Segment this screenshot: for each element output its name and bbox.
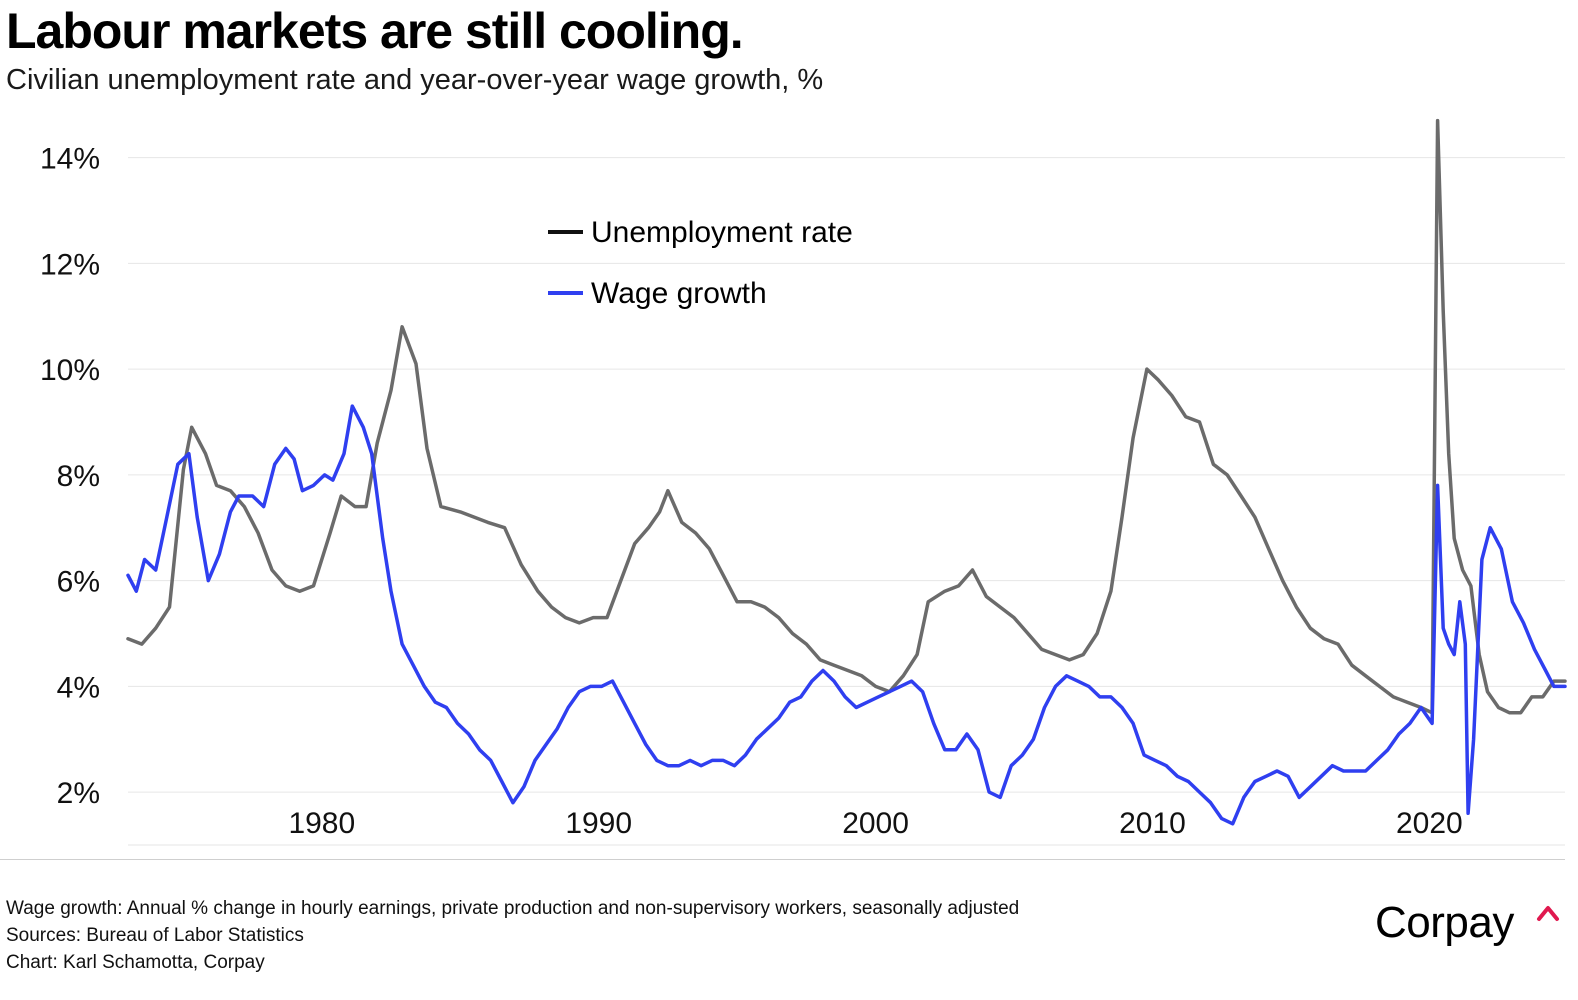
- y-tick-label: 12%: [40, 248, 100, 281]
- footnote-credit: Chart: Karl Schamotta, Corpay: [6, 952, 265, 973]
- series-lines: [126, 118, 1567, 826]
- x-tick-label: 2020: [1396, 807, 1463, 840]
- y-tick-label: 8%: [57, 460, 100, 493]
- legend-label-unemployment: Unemployment rate: [591, 216, 853, 249]
- y-tick-label: 2%: [57, 777, 100, 810]
- y-axis-ticks: 2% 4% 6% 8% 10% 12% 14%: [40, 143, 100, 811]
- series-line-wage-growth: [126, 404, 1567, 826]
- footnote-definition: Wage growth: Annual % change in hourly e…: [6, 898, 1020, 919]
- legend-label-wage-growth: Wage growth: [591, 277, 767, 310]
- y-tick-label: 10%: [40, 354, 100, 387]
- x-axis-ticks: 1980 1990 2000 2010 2020: [288, 807, 1462, 840]
- chart-subtitle: Civilian unemployment rate and year-over…: [6, 64, 824, 96]
- chart-title: Labour markets are still cooling.: [6, 3, 744, 59]
- legend: Unemployment rate Wage growth: [548, 216, 853, 310]
- y-tick-label: 14%: [40, 143, 100, 176]
- footer-notes: Wage growth: Annual % change in hourly e…: [6, 895, 1019, 976]
- x-tick-label: 2010: [1119, 807, 1186, 840]
- corpay-logo: Corpay: [1375, 898, 1514, 947]
- footer-divider: [0, 859, 1565, 860]
- y-tick-label: 4%: [57, 671, 100, 704]
- gridlines: [128, 157, 1565, 846]
- y-tick-label: 6%: [57, 566, 100, 599]
- footnote-sources: Sources: Bureau of Labor Statistics: [6, 925, 304, 946]
- line-chart: 2% 4% 6% 8% 10% 12% 14% 1980 1990 2000 2010 2020 U…: [40, 118, 1567, 846]
- caret-up-icon: [1537, 906, 1559, 921]
- series-line-unemployment: [126, 118, 1567, 715]
- x-tick-label: 2000: [842, 807, 909, 840]
- x-tick-label: 1990: [565, 807, 632, 840]
- x-tick-label: 1980: [288, 807, 355, 840]
